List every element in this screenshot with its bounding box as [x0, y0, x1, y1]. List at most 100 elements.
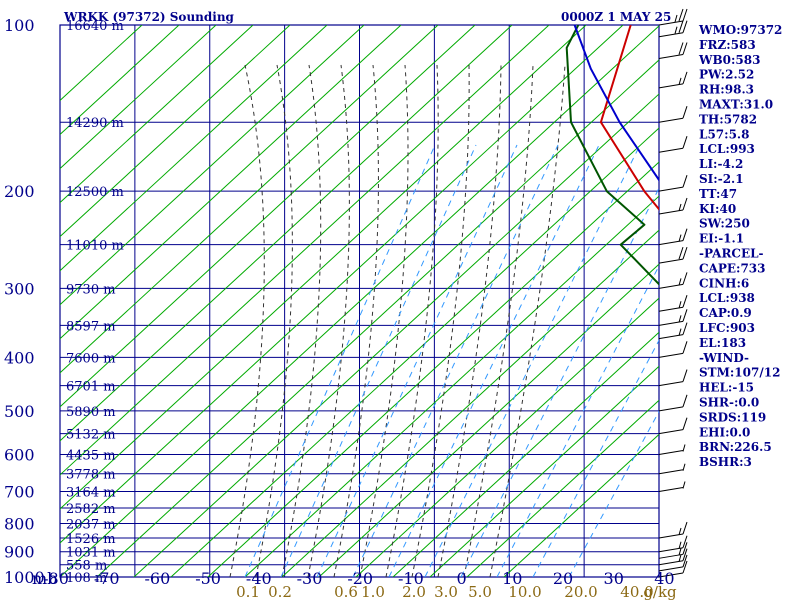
mixing-ratio-label: 0.2 [268, 583, 292, 600]
wind-barb-105 [658, 20, 688, 38]
moist-adiabat [359, 64, 409, 577]
index-value: -WIND- [699, 351, 749, 365]
mixing-ratio-line [496, 264, 659, 577]
dry-adiabat [60, 25, 550, 476]
mixing-ratio-line [568, 410, 659, 577]
height-label-650: 3778 m [66, 468, 116, 483]
dry-adiabat [60, 25, 328, 272]
wind-barb-975 [658, 554, 688, 572]
wind-barb-925 [658, 542, 688, 559]
mixing-ratio-line [352, 144, 559, 577]
wind-barb-450 [658, 369, 688, 387]
pressure-label-100: 100 [4, 16, 35, 35]
y-unit-label: mb [32, 569, 57, 588]
wind-barb-270 [658, 246, 688, 264]
wind-barb-950 [658, 548, 688, 566]
chart-title-time: 0000Z 1 MAY 25 [561, 10, 671, 24]
wind-barb-700 [658, 481, 686, 492]
mixing-ratio-label: 40.0 [620, 583, 653, 600]
mixing-ratio-label: 1.0 [361, 583, 385, 600]
height-label-500: 5890 m [66, 405, 116, 420]
wind-barb-300 [658, 272, 688, 289]
mixing-ratio-label: 3.0 [434, 583, 458, 600]
x-tick-label: -60 [145, 569, 171, 588]
index-value: CAP:0.9 [699, 306, 752, 320]
x-tick-label: 20 [553, 569, 573, 588]
moist-adiabat [333, 64, 379, 577]
wind-barb-100 [658, 8, 688, 26]
wind-barb-350 [658, 309, 688, 326]
dry-adiabat [60, 25, 587, 510]
height-label-900: 1031 m [66, 546, 116, 561]
height-label-600: 4435 m [66, 449, 116, 464]
dry-adiabat [60, 25, 402, 340]
mixing-ratio-line [460, 187, 659, 577]
moist-adiabat [255, 64, 293, 577]
chart-grid [59, 24, 660, 578]
indices-panel: WMO:97372FRZ:583WB0:583PW:2.52RH:98.3MAX… [698, 23, 782, 469]
x-tick-label: -40 [246, 569, 272, 588]
mixing-ratio-label: 5.0 [468, 583, 492, 600]
height-label-950: 558 m [66, 559, 107, 574]
chart-title-station: WRKK (97372) Sounding [63, 10, 235, 24]
moist-adiabat [437, 64, 502, 577]
index-value: WB0:583 [698, 53, 760, 67]
moist-adiabat [229, 64, 265, 577]
pressure-label-400: 400 [4, 348, 35, 367]
dry-adiabat [60, 25, 513, 442]
dry-adiabat [429, 365, 659, 577]
x-tick-label: -70 [94, 569, 120, 588]
height-label-750: 2582 m [66, 502, 116, 517]
index-value: EI:-1.1 [699, 232, 744, 246]
pressure-label-800: 800 [4, 515, 35, 534]
index-value: PW:2.52 [699, 68, 754, 82]
dry-adiabat [355, 297, 659, 577]
index-value: STM:107/12 [699, 366, 780, 380]
dry-adiabat [133, 93, 659, 577]
wind-barb-250 [658, 228, 688, 246]
wind-barb-370 [658, 322, 688, 340]
chart-series [565, 25, 659, 286]
index-value: CAPE:733 [699, 261, 766, 275]
wind-barb-900 [658, 535, 688, 553]
moist-adiabat [307, 64, 350, 577]
dry-adiabat [244, 195, 659, 577]
height-label-550: 5132 m [66, 428, 116, 443]
mixing-ratio-line [388, 144, 600, 577]
mixing-ratio-line [424, 144, 641, 577]
index-value: BRN:226.5 [699, 440, 772, 454]
dry-adiabat [170, 127, 659, 577]
pressure-label-500: 500 [4, 402, 35, 421]
index-value: SI:-2.1 [699, 172, 744, 186]
index-value: TH:5782 [699, 112, 757, 126]
wind-barb-500 [658, 394, 688, 412]
dry-adiabat [60, 25, 476, 408]
pressure-label-200: 200 [4, 182, 35, 201]
height-label-700: 3164 m [66, 485, 116, 500]
series-dewpoint [565, 25, 659, 286]
x-tick-label: 40 [654, 569, 674, 588]
mixing-ratio-line [280, 144, 477, 577]
dry-adiabat [96, 59, 659, 577]
reference-lines [60, 25, 659, 577]
height-label-400: 7600 m [66, 351, 116, 366]
index-value: LCL:938 [699, 291, 755, 305]
dry-adiabat [503, 433, 659, 577]
pressure-label-300: 300 [4, 279, 35, 298]
dry-adiabat [60, 25, 180, 136]
height-label-300: 9730 m [66, 282, 116, 297]
dry-adiabat [207, 161, 659, 577]
mixing-ratio-label: 20.0 [564, 583, 597, 600]
index-value: SRDS:119 [699, 410, 766, 424]
x-tick-label: -80 [43, 569, 69, 588]
moist-adiabat [463, 64, 534, 577]
mixing-ratio-label: 2.0 [402, 583, 426, 600]
x-tick-label: -50 [195, 569, 221, 588]
mixing-ratio-line [244, 144, 436, 577]
wind-barb-170 [658, 136, 688, 153]
dry-adiabat [60, 25, 291, 238]
index-value: LI:-4.2 [699, 157, 743, 171]
wind-barb-220 [658, 197, 688, 215]
